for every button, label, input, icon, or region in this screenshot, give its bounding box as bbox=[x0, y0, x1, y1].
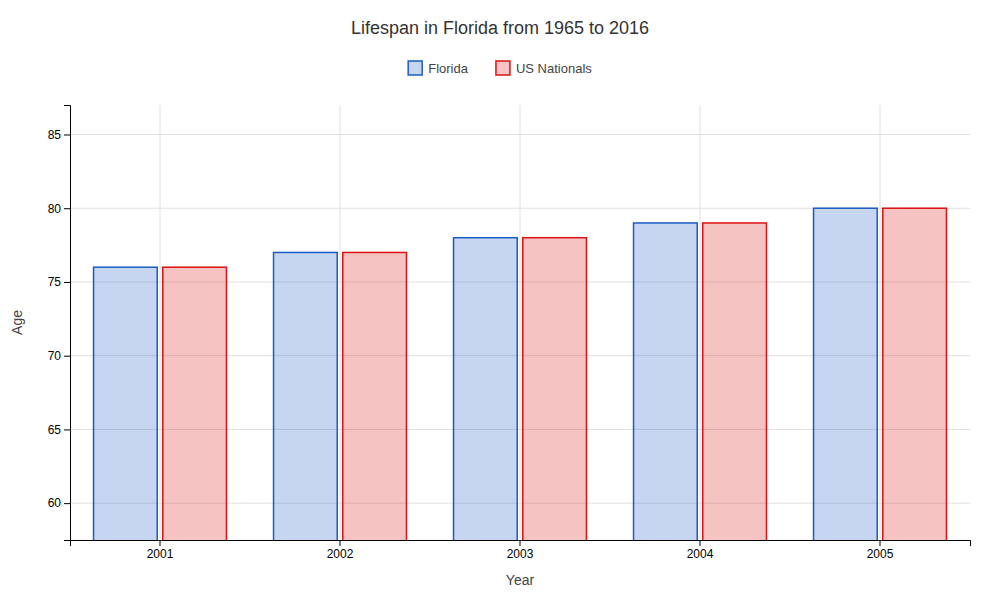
plot-area: 60 65 70 75 80 85 2001 2002 2003 2004 2005 bbox=[48, 105, 971, 600]
y-tick-mark bbox=[64, 134, 70, 135]
y-axis-line bbox=[64, 106, 71, 541]
y-tick: 70 bbox=[48, 349, 70, 363]
legend-item: Florida bbox=[408, 61, 469, 76]
x-tick-mark bbox=[160, 540, 161, 546]
legend-swatch bbox=[408, 61, 422, 75]
x-grid-line bbox=[160, 105, 161, 540]
legend-swatch bbox=[496, 61, 510, 75]
x-tick-label: 2002 bbox=[327, 547, 354, 561]
bar-series bbox=[94, 208, 878, 540]
y-tick-label: 60 bbox=[48, 496, 62, 510]
y-tick-mark bbox=[64, 282, 70, 283]
y-tick-label: 85 bbox=[48, 128, 62, 142]
legend-item: US Nationals bbox=[496, 61, 592, 76]
x-grid-line bbox=[340, 105, 341, 540]
y-tick-label: 65 bbox=[48, 423, 62, 437]
bar bbox=[454, 238, 518, 540]
y-tick-mark bbox=[64, 356, 70, 357]
bar bbox=[703, 223, 767, 540]
x-tick: 2004 bbox=[687, 540, 714, 561]
y-tick-label: 70 bbox=[48, 349, 62, 363]
legend-label: Florida bbox=[428, 61, 469, 76]
legend: Florida US Nationals bbox=[408, 61, 592, 76]
y-tick-mark bbox=[64, 208, 70, 209]
x-tick-mark bbox=[700, 540, 701, 546]
x-tick: 2003 bbox=[507, 540, 534, 561]
chart-container: 60 65 70 75 80 85 2001 2002 2003 2004 2005 Year Age L… bbox=[0, 0, 1000, 600]
x-tick-label: 2003 bbox=[507, 547, 534, 561]
y-tick-label: 80 bbox=[48, 202, 62, 216]
y-axis: 60 65 70 75 80 85 bbox=[48, 106, 71, 541]
x-tick: 2001 bbox=[147, 540, 174, 561]
y-axis-title: Age bbox=[9, 310, 25, 335]
y-tick: 60 bbox=[48, 496, 70, 510]
x-axis: 2001 2002 2003 2004 2005 bbox=[71, 540, 971, 561]
bar bbox=[274, 252, 338, 540]
x-tick: 2005 bbox=[867, 540, 894, 561]
x-axis-line bbox=[71, 541, 971, 547]
bar bbox=[343, 252, 407, 540]
y-tick: 80 bbox=[48, 202, 70, 216]
chart: 60 65 70 75 80 85 2001 2002 2003 2004 2005 Year Age L… bbox=[0, 0, 1000, 600]
y-tick-label: 75 bbox=[48, 275, 62, 289]
x-tick-mark bbox=[520, 540, 521, 546]
bar bbox=[94, 267, 158, 540]
x-tick-label: 2005 bbox=[867, 547, 894, 561]
x-grid-line bbox=[700, 105, 701, 540]
x-grid-line bbox=[880, 105, 881, 540]
x-tick-label: 2001 bbox=[147, 547, 174, 561]
y-tick: 65 bbox=[48, 423, 70, 437]
bar bbox=[523, 238, 587, 540]
legend-label: US Nationals bbox=[516, 61, 592, 76]
x-grid-line bbox=[520, 105, 521, 540]
y-tick-mark bbox=[64, 429, 70, 430]
x-tick-label: 2004 bbox=[687, 547, 714, 561]
y-tick: 85 bbox=[48, 128, 70, 142]
y-tick: 75 bbox=[48, 275, 70, 289]
bar bbox=[883, 208, 947, 540]
x-axis-title: Year bbox=[506, 572, 535, 588]
x-tick: 2002 bbox=[327, 540, 354, 561]
bar bbox=[163, 267, 227, 540]
y-tick-mark bbox=[64, 503, 70, 504]
x-tick-mark bbox=[880, 540, 881, 546]
x-tick-mark bbox=[340, 540, 341, 546]
bars bbox=[94, 208, 947, 540]
bar bbox=[634, 223, 698, 540]
bar bbox=[814, 208, 878, 540]
bar-series bbox=[163, 208, 947, 540]
chart-title: Lifespan in Florida from 1965 to 2016 bbox=[351, 18, 649, 38]
